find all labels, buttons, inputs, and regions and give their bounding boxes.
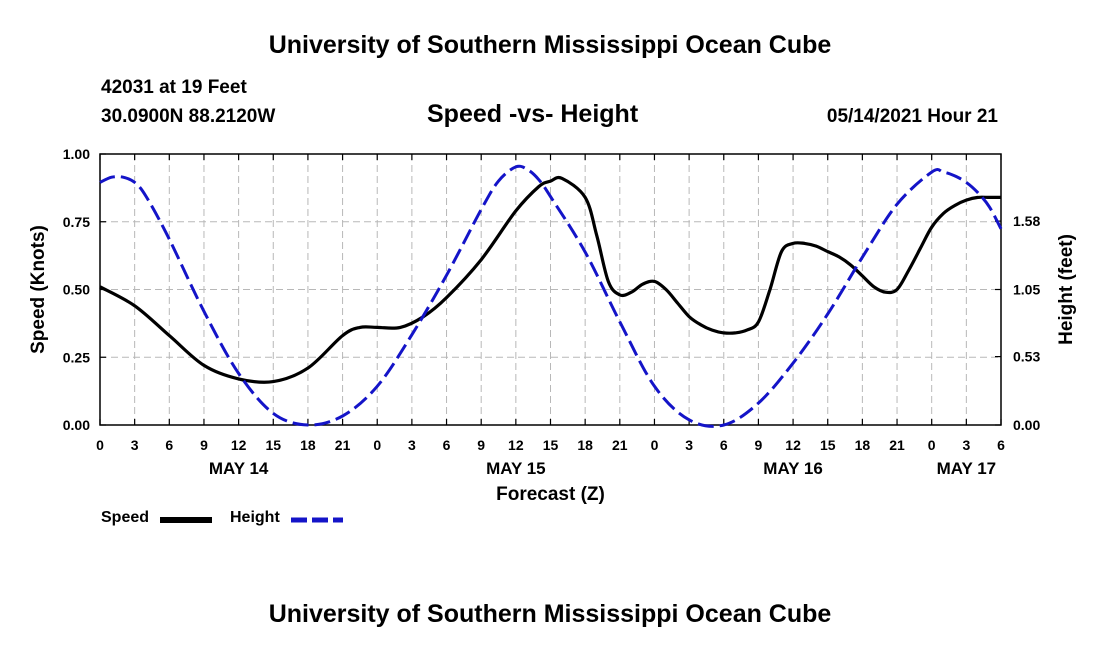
y-axis-label: Speed (Knots) bbox=[28, 225, 49, 354]
series bbox=[99, 164, 1003, 428]
station-coordinates: 30.0900N 88.2120W bbox=[101, 106, 276, 127]
x-tick-label: 15 bbox=[820, 437, 836, 453]
forecast-datetime: 05/14/2021 Hour 21 bbox=[826, 106, 998, 127]
x-tick-label: 21 bbox=[612, 437, 628, 453]
x-tick-label: 0 bbox=[373, 437, 381, 453]
date-label: MAY 14 bbox=[209, 459, 269, 478]
x-tick-label: 15 bbox=[265, 437, 281, 453]
y2-tick-label: 1.05 bbox=[1013, 282, 1040, 298]
x-tick-label: 18 bbox=[577, 437, 593, 453]
x-tick-label: 3 bbox=[685, 437, 693, 453]
date-label: MAY 15 bbox=[486, 459, 546, 478]
y-tick-label: 0.50 bbox=[63, 282, 90, 298]
x-tick-label: 9 bbox=[755, 437, 763, 453]
chart-subtitle: Speed -vs- Height bbox=[427, 100, 639, 128]
date-label: MAY 17 bbox=[937, 459, 997, 478]
x-tick-label: 18 bbox=[855, 437, 871, 453]
speed-series-line bbox=[99, 175, 1001, 384]
y2-tick-label: 1.58 bbox=[1013, 213, 1040, 229]
x-tick-label: 6 bbox=[997, 437, 1005, 453]
x-tick-label: 3 bbox=[962, 437, 970, 453]
x-tick-label: 9 bbox=[477, 437, 485, 453]
y-tick-label: 0.75 bbox=[63, 214, 90, 230]
x-tick-label: 12 bbox=[508, 437, 524, 453]
x-tick-label: 21 bbox=[889, 437, 905, 453]
x-tick-label: 0 bbox=[928, 437, 936, 453]
y2-axis-label: Height (feet) bbox=[1056, 234, 1077, 345]
x-tick-label: 12 bbox=[231, 437, 247, 453]
legend-speed-label: Speed bbox=[101, 509, 150, 526]
x-tick-label: 12 bbox=[785, 437, 801, 453]
height-series-line bbox=[99, 164, 1003, 428]
x-tick-label: 0 bbox=[96, 437, 104, 453]
x-tick-label: 0 bbox=[651, 437, 659, 453]
footer-title: University of Southern Mississippi Ocean… bbox=[268, 600, 832, 628]
y2-tick-label: 0.53 bbox=[1013, 349, 1040, 365]
legend-height-label: Height bbox=[230, 509, 280, 526]
chart-title: University of Southern Mississippi Ocean… bbox=[268, 31, 832, 59]
x-tick-label: 3 bbox=[131, 437, 139, 453]
x-tick-label: 18 bbox=[300, 437, 316, 453]
x-tick-label: 21 bbox=[335, 437, 351, 453]
x-tick-label: 6 bbox=[443, 437, 451, 453]
x-tick-label: 6 bbox=[720, 437, 728, 453]
axis-ticks: 0 3 6 9 12 15 18 21 0 3 6 9 12 15 18 21 0 3 6 9 12 15 18 21 0 3 60… bbox=[63, 146, 1041, 478]
x-axis-label: Forecast (Z) bbox=[496, 484, 605, 505]
grid bbox=[100, 154, 1001, 425]
y2-tick-label: 0.00 bbox=[1013, 417, 1040, 433]
x-tick-label: 9 bbox=[200, 437, 208, 453]
date-label: MAY 16 bbox=[763, 459, 823, 478]
x-tick-label: 15 bbox=[543, 437, 559, 453]
x-tick-label: 6 bbox=[165, 437, 173, 453]
x-tick-label: 3 bbox=[408, 437, 416, 453]
station-label: 42031 at 19 Feet bbox=[101, 77, 247, 98]
y-tick-label: 0.25 bbox=[63, 349, 90, 365]
y-tick-label: 1.00 bbox=[63, 146, 90, 162]
y-tick-label: 0.00 bbox=[63, 417, 90, 433]
